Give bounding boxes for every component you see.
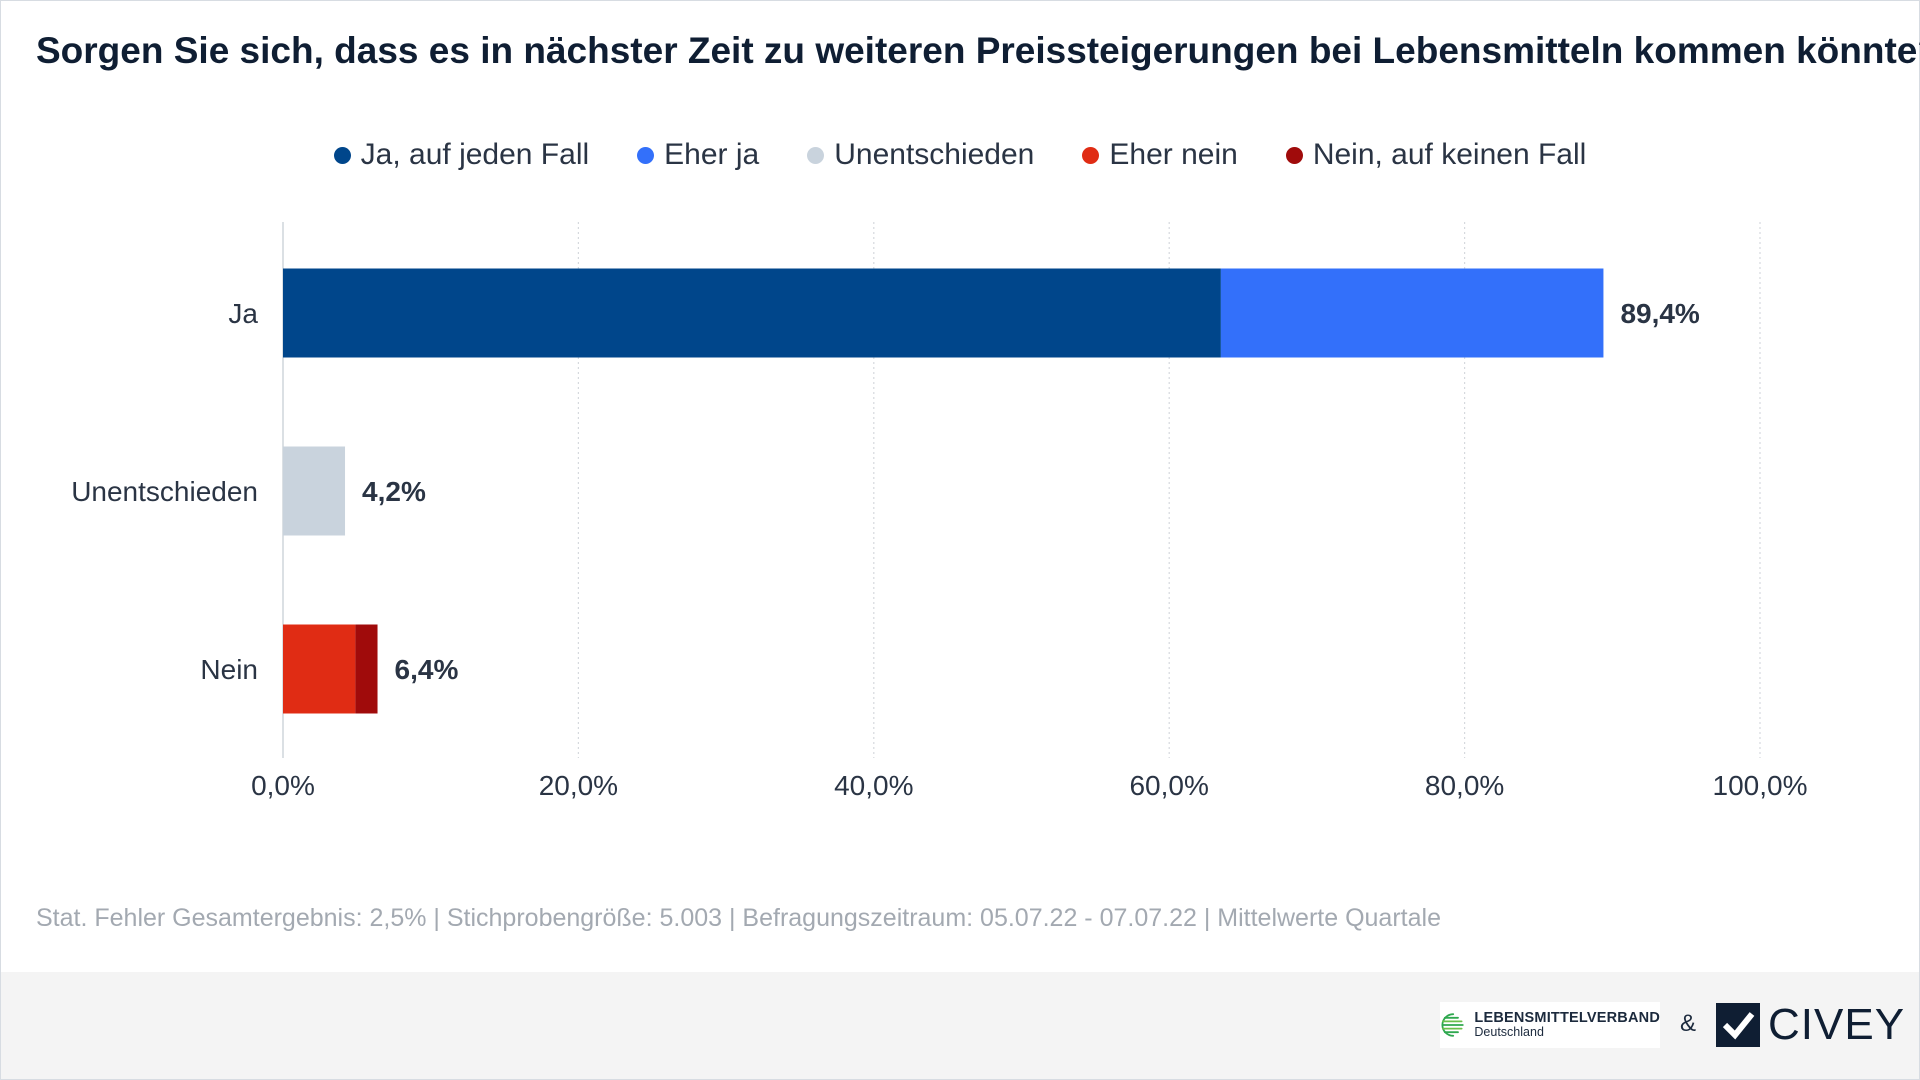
footnote: Stat. Fehler Gesamtergebnis: 2,5% | Stic… bbox=[36, 904, 1441, 932]
category-label: Nein bbox=[200, 654, 258, 685]
bar-segment bbox=[1220, 268, 1604, 358]
x-tick-label: 0,0% bbox=[251, 770, 315, 801]
category-label: Ja bbox=[228, 298, 258, 329]
legend-marker bbox=[1285, 146, 1303, 164]
legend-label: Nein, auf keinen Fall bbox=[1312, 138, 1587, 171]
chart-title: Sorgen Sie sich, dass es in nächster Zei… bbox=[36, 30, 1920, 71]
bar-total-label: 6,4% bbox=[395, 654, 459, 685]
lebensmittelverband-emblem-icon bbox=[1441, 1013, 1464, 1037]
lebensmittelverband-logo: LEBENSMITTELVERBAND Deutschland bbox=[1440, 1002, 1660, 1048]
bar-segment bbox=[283, 624, 356, 714]
legend-item-ja-auf-jeden-fall: Ja, auf jeden Fall bbox=[333, 138, 590, 172]
civey-wordmark: CIVEY bbox=[1768, 1000, 1906, 1049]
bar-segment bbox=[283, 268, 1221, 358]
legend-label: Eher ja bbox=[664, 138, 760, 171]
legend-label: Ja, auf jeden Fall bbox=[360, 138, 590, 171]
legend-label: Unentschieden bbox=[834, 138, 1035, 171]
civey-logo: CIVEY bbox=[1716, 1002, 1905, 1048]
bar-total-label: 89,4% bbox=[1620, 298, 1699, 329]
bar-segment bbox=[355, 624, 378, 714]
bar-total-label: 4,2% bbox=[362, 476, 426, 507]
legend-item-eher-ja: Eher ja bbox=[637, 138, 759, 172]
legend-item-eher-nein: Eher nein bbox=[1082, 138, 1238, 172]
legend-marker bbox=[333, 146, 351, 164]
stacked-bar-chart: 0,0% 20,0% 40,0% 60,0% 80,0% 100,0% Ja Unentsch… bbox=[71, 222, 1808, 801]
lebensmittelverband-subtitle: Deutschland bbox=[1474, 1025, 1544, 1040]
legend-marker bbox=[1082, 146, 1100, 164]
bar-segment bbox=[283, 446, 346, 536]
x-tick-label: 60,0% bbox=[1129, 770, 1208, 801]
x-tick-label: 40,0% bbox=[834, 770, 913, 801]
legend-label: Eher nein bbox=[1109, 138, 1238, 171]
legend: Ja, auf jeden Fall Eher ja Unentschieden… bbox=[0, 138, 1920, 172]
legend-item-unentschieden: Unentschieden bbox=[807, 138, 1034, 172]
civey-check-icon bbox=[1716, 1003, 1760, 1047]
legend-marker bbox=[637, 146, 655, 164]
legend-marker bbox=[807, 146, 825, 164]
x-tick-label: 100,0% bbox=[1713, 770, 1808, 801]
x-tick-label: 80,0% bbox=[1425, 770, 1504, 801]
category-label: Unentschieden bbox=[71, 476, 258, 507]
legend-item-nein-auf-keinen-fall: Nein, auf keinen Fall bbox=[1285, 138, 1587, 172]
lebensmittelverband-name: LEBENSMITTELVERBAND bbox=[1474, 1009, 1660, 1026]
logo-ampersand: & bbox=[1680, 1010, 1697, 1037]
x-tick-label: 20,0% bbox=[539, 770, 618, 801]
